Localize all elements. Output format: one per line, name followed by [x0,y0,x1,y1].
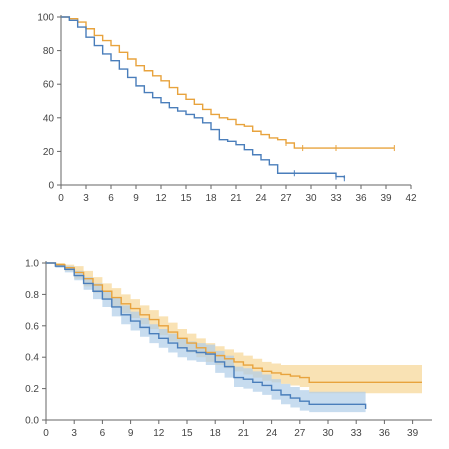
y-tick-label: 0.2 [25,384,39,395]
x-tick-label: 15 [181,428,193,439]
x-tick-label: 9 [133,193,139,204]
x-tick-label: 33 [351,428,363,439]
y-tick-label: 0.6 [25,321,39,332]
x-tick-label: 0 [58,193,64,204]
survival-curve-blue [46,262,367,410]
km-plot-bottom: 0 3 6 9 12 15 18 21 24 27 30 33 36 390.00.20.40.60.81… [25,259,432,439]
x-tick-label: 30 [305,193,317,204]
x-tick-label: 3 [83,193,89,204]
x-tick-label: 33 [330,193,342,204]
x-tick-label: 18 [210,428,222,439]
x-tick-label: 36 [379,428,391,439]
survival-curve-orange [46,262,422,384]
y-tick-label: 1.0 [25,259,39,270]
x-tick-label: 24 [255,193,267,204]
y-tick-label: 20 [43,147,55,158]
x-tick-label: 27 [294,428,306,439]
x-tick-label: 9 [128,428,134,439]
x-tick-label: 27 [280,193,292,204]
y-tick-label: 60 [43,80,55,91]
x-tick-label: 15 [180,193,192,204]
y-tick-label: 0.0 [25,416,39,427]
x-tick-label: 39 [380,193,392,204]
x-tick-label: 6 [108,193,114,204]
y-tick-label: 100 [37,13,54,24]
x-tick-label: 24 [266,428,278,439]
x-tick-label: 21 [230,193,242,204]
x-tick-label: 21 [238,428,250,439]
x-tick-label: 36 [355,193,367,204]
x-tick-label: 12 [153,428,165,439]
y-tick-label: 0.8 [25,290,39,301]
x-tick-label: 30 [322,428,334,439]
y-tick-label: 40 [43,113,55,124]
x-tick-label: 6 [100,428,106,439]
x-tick-label: 39 [407,428,419,439]
y-tick-label: 0 [48,181,54,192]
survival-curve-orange [61,16,395,149]
y-tick-label: 80 [43,46,55,57]
y-tick-label: 0.4 [25,353,39,364]
survival-curve-blue [61,16,346,179]
x-tick-label: 12 [155,193,167,204]
x-tick-label: 3 [71,428,77,439]
x-tick-label: 0 [43,428,49,439]
x-tick-label: 18 [205,193,217,204]
ci-band-blue [46,263,366,416]
x-tick-label: 42 [405,193,417,204]
